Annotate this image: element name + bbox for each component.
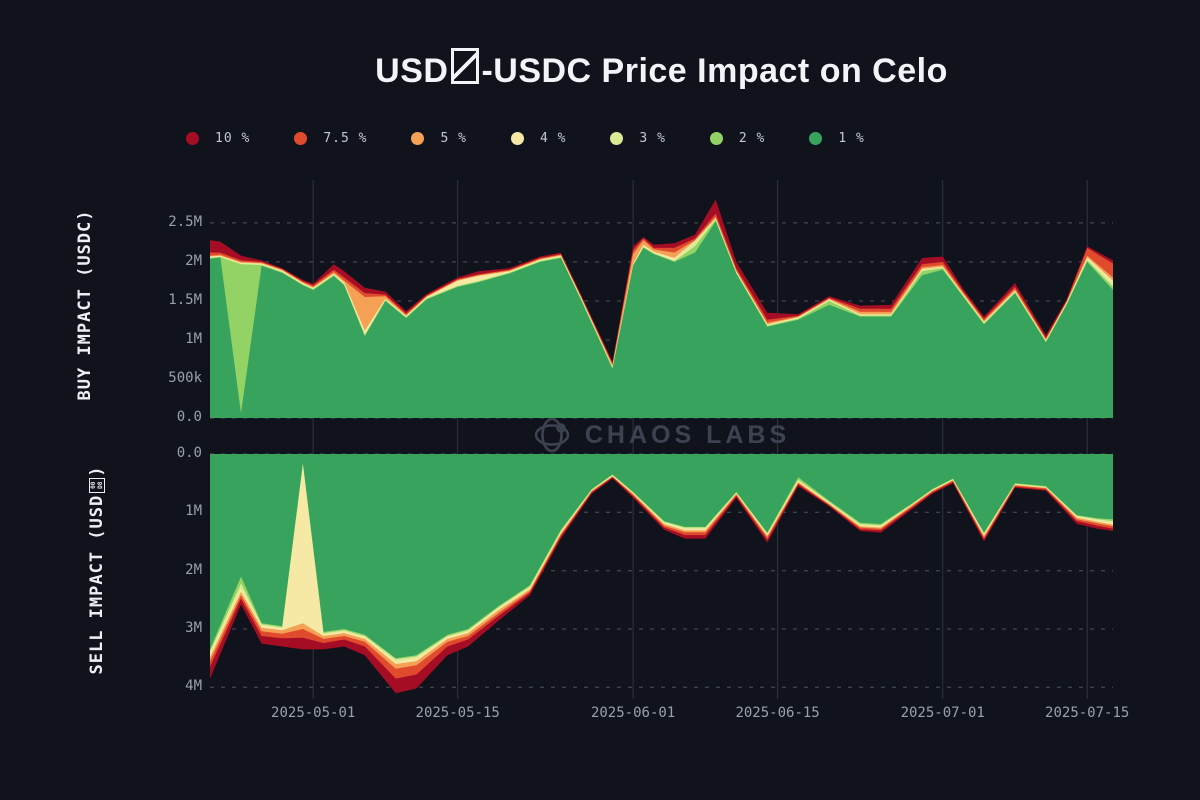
xtick-2025-05-01: 2025-05-01 (271, 705, 356, 721)
legend-label: 1 % (838, 131, 865, 146)
page-title: USD -USDC Price Impact on Celo (210, 48, 1113, 91)
watermark: CHAOS LABS (210, 416, 1113, 454)
xtick-2025-06-01: 2025-06-01 (590, 705, 676, 721)
xtick-2025-06-15: 2025-06-15 (735, 705, 820, 721)
xtick-2025-07-15: 2025-07-15 (1045, 705, 1130, 721)
buy-y-axis-title: BUY IMPACT (USDC) (75, 209, 95, 401)
xtick-2025-07-01: 2025-07-01 (900, 705, 985, 721)
sell-ytick-2M: 2M (185, 561, 202, 578)
sell-impact-chart[interactable] (210, 453, 1113, 699)
sell-ytick-3M: 3M (185, 620, 202, 636)
title-pre: USD (375, 52, 449, 90)
legend-dot (709, 132, 723, 145)
sell-ytick-4M: 4M (185, 678, 202, 695)
chaos-labs-orbit-icon (534, 417, 570, 453)
legend-dot (411, 132, 425, 145)
legend: 10 % 7.5 % 5 % 4 % 3 % 2 % 1 % (186, 131, 865, 146)
missing-glyph-box-small: 00 D8 (89, 477, 105, 493)
legend-label: 5 % (440, 131, 467, 146)
legend-item-5%[interactable]: 5 % (411, 131, 466, 146)
watermark-text: CHAOS LABS (584, 420, 791, 449)
legend-item-3%[interactable]: 3 % (610, 131, 665, 146)
xtick-2025-05-15: 2025-05-15 (415, 705, 500, 721)
buy-ytick-2M: 2M (185, 252, 202, 269)
legend-dot (186, 132, 199, 145)
legend-item-4%[interactable]: 4 % (510, 131, 567, 146)
sell-y-axis-title: SELL IMPACT (USD 00 D8) (87, 465, 107, 675)
legend-dot (294, 132, 308, 145)
legend-label: 10 % (215, 131, 251, 146)
legend-label: 4 % (539, 131, 567, 146)
legend-item-2%[interactable]: 2 % (709, 131, 766, 146)
buy-ytick-1M: 1M (185, 330, 202, 347)
legend-dot (510, 132, 524, 145)
legend-label: 3 % (639, 131, 666, 146)
buy-ytick-2.5M: 2.5M (168, 213, 202, 230)
legend-label: 7.5 % (323, 131, 368, 146)
sell-ytick-0.0: 0.0 (176, 445, 202, 461)
legend-item-10%[interactable]: 10 % (186, 131, 250, 146)
missing-glyph-box (451, 48, 480, 84)
legend-item-7.5%[interactable]: 7.5 % (294, 131, 367, 146)
legend-item-1%[interactable]: 1 % (809, 131, 864, 146)
sell-ytick-1M: 1M (185, 503, 202, 520)
buy-impact-chart[interactable] (210, 180, 1113, 419)
title-post: -USDC Price Impact on Celo (481, 52, 948, 90)
buy-ytick-500k: 500k (168, 369, 202, 386)
buy-ytick-1.5M: 1.5M (168, 291, 202, 308)
legend-label: 2 % (738, 131, 766, 146)
legend-dot (809, 132, 823, 145)
legend-dot (610, 132, 624, 145)
buy-ytick-0.0: 0.0 (176, 409, 202, 425)
